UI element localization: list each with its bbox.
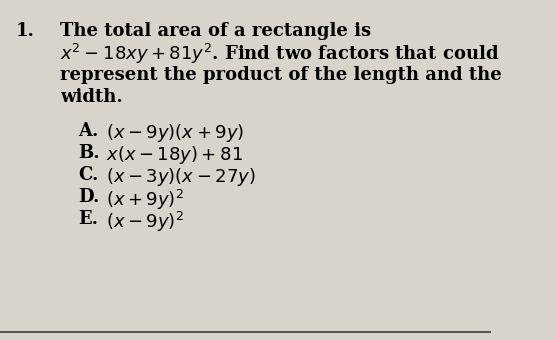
Text: A.: A. bbox=[78, 122, 98, 140]
Text: width.: width. bbox=[60, 88, 123, 106]
Text: $x^2-18xy+81y^2$. Find two factors that could: $x^2-18xy+81y^2$. Find two factors that … bbox=[60, 42, 500, 66]
Text: $(x-3y)(x-27y)$: $(x-3y)(x-27y)$ bbox=[106, 166, 256, 188]
Text: $(x-9y)^2$: $(x-9y)^2$ bbox=[106, 210, 184, 234]
Text: $(x-9y)(x+9y)$: $(x-9y)(x+9y)$ bbox=[106, 122, 244, 144]
Text: B.: B. bbox=[78, 144, 99, 162]
Text: $x(x-18y)+81$: $x(x-18y)+81$ bbox=[106, 144, 243, 166]
Text: C.: C. bbox=[78, 166, 98, 184]
Text: E.: E. bbox=[78, 210, 98, 228]
Text: represent the product of the length and the: represent the product of the length and … bbox=[60, 66, 502, 84]
Text: $(x+9y)^2$: $(x+9y)^2$ bbox=[106, 188, 184, 212]
Text: The total area of a rectangle is: The total area of a rectangle is bbox=[60, 22, 371, 40]
Text: 1.: 1. bbox=[16, 22, 35, 40]
Text: D.: D. bbox=[78, 188, 99, 206]
